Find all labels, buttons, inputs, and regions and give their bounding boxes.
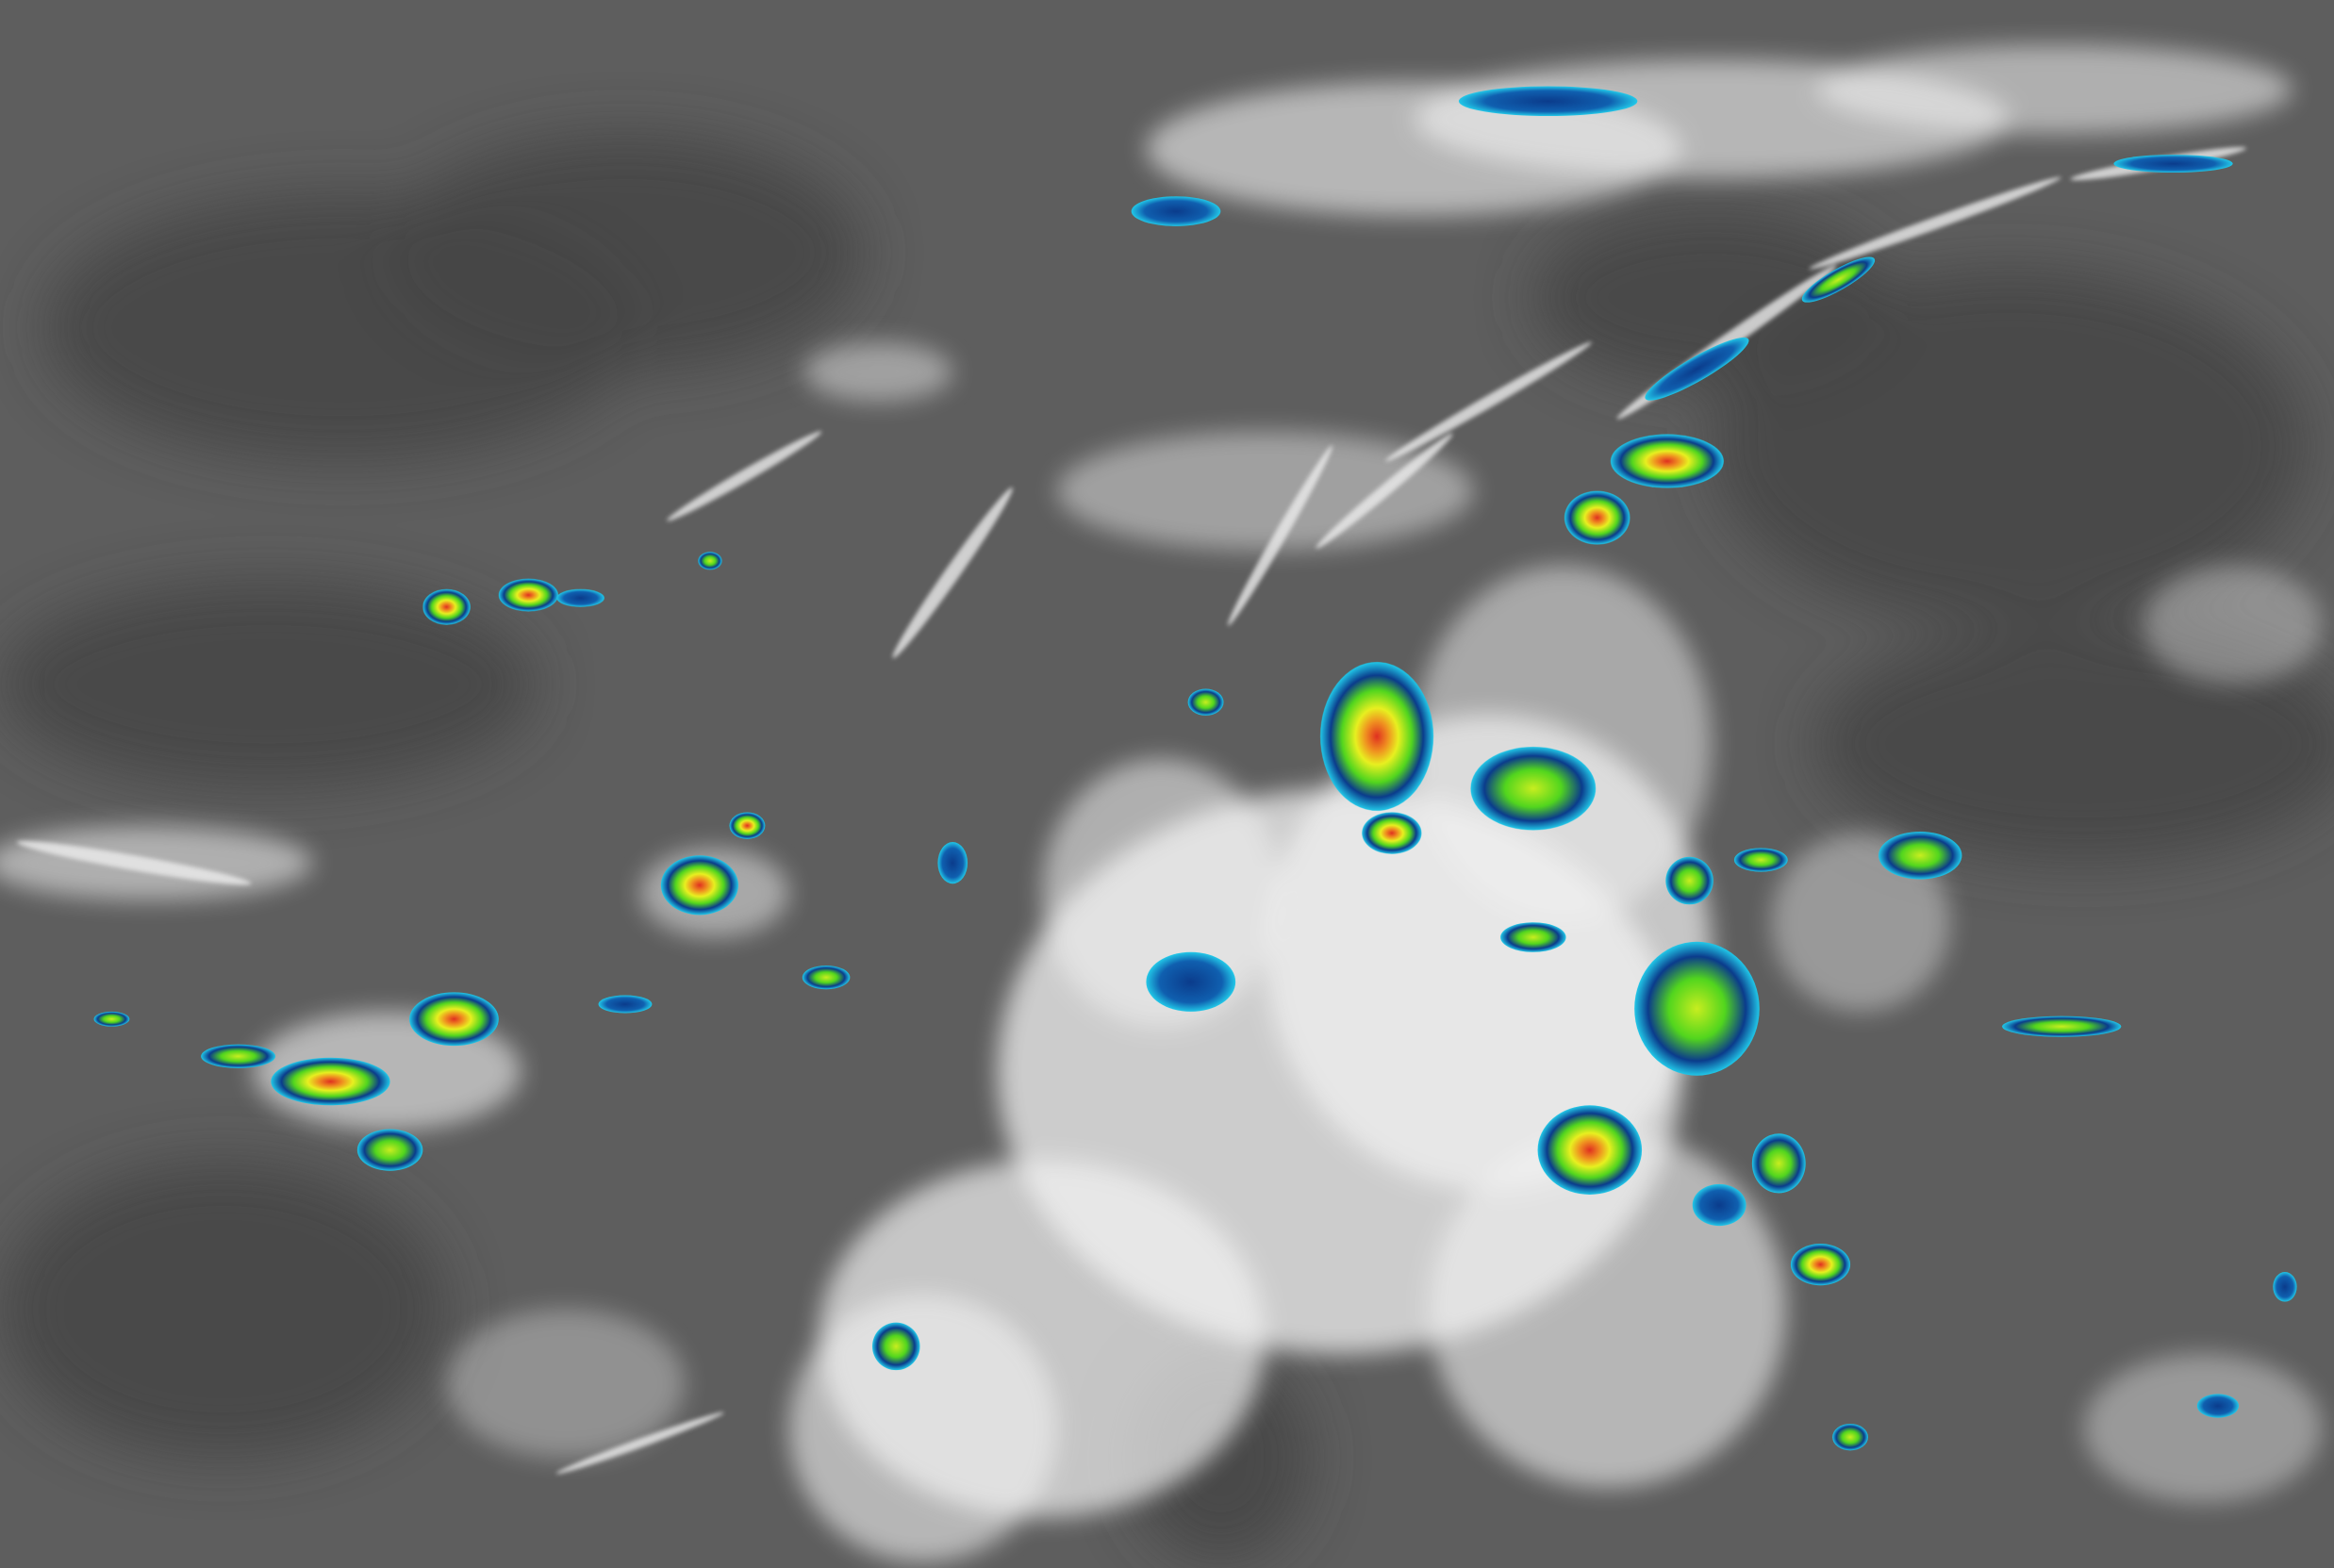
convective-cell bbox=[2196, 1394, 2239, 1418]
convective-cell bbox=[1878, 831, 1962, 880]
convective-cell bbox=[1320, 662, 1434, 811]
convective-cell bbox=[1187, 688, 1224, 716]
convective-cell bbox=[1131, 196, 1221, 226]
convective-cell bbox=[1564, 490, 1630, 545]
convective-cell bbox=[498, 578, 558, 612]
convective-cell bbox=[1500, 922, 1566, 952]
cirrus-streak bbox=[1227, 445, 1333, 626]
convective-cell bbox=[1537, 1105, 1643, 1195]
convective-cell bbox=[1832, 1423, 1868, 1451]
cirrus-streak bbox=[1809, 176, 2061, 270]
convective-cell bbox=[1733, 848, 1788, 872]
dark-region bbox=[387, 134, 864, 372]
cirrus-streak bbox=[1385, 341, 1592, 462]
convective-cell bbox=[660, 855, 738, 916]
cirrus-streak bbox=[555, 1411, 724, 1475]
convective-cell bbox=[1751, 1133, 1806, 1194]
cirrus-streak bbox=[667, 431, 822, 521]
convective-cell bbox=[698, 552, 722, 570]
cloud-mass bbox=[2143, 565, 2323, 685]
cloud-mass bbox=[1771, 833, 1950, 1012]
convective-cell bbox=[1458, 86, 1638, 117]
convective-cell bbox=[871, 1322, 920, 1371]
convective-cell bbox=[1665, 856, 1713, 905]
convective-cell bbox=[356, 1129, 423, 1171]
convective-cell bbox=[201, 1044, 276, 1068]
cloud-mass bbox=[1414, 565, 1713, 923]
dark-region bbox=[1712, 268, 2308, 625]
convective-cell bbox=[556, 588, 604, 607]
cloud-mass bbox=[1815, 44, 2293, 135]
convective-cell bbox=[729, 812, 766, 839]
convective-cell bbox=[598, 995, 653, 1014]
convective-cell bbox=[1610, 434, 1724, 488]
cloud-mass bbox=[446, 1309, 686, 1459]
convective-cell bbox=[802, 965, 851, 990]
cloud-mass bbox=[2083, 1353, 2323, 1503]
convective-cell bbox=[1634, 941, 1760, 1076]
convective-cell bbox=[422, 588, 471, 625]
cloud-mass bbox=[1041, 758, 1281, 1027]
convective-cell bbox=[937, 842, 968, 884]
dark-region bbox=[1815, 624, 2334, 864]
dark-region bbox=[0, 580, 537, 789]
cloud-mass bbox=[1056, 431, 1474, 551]
cloud-mass bbox=[1429, 1131, 1787, 1488]
cirrus-streak bbox=[1316, 433, 1453, 549]
dark-region bbox=[0, 1160, 447, 1459]
cloud-mass bbox=[788, 1294, 1057, 1562]
convective-cell bbox=[1801, 256, 1876, 303]
convective-cell bbox=[1790, 1244, 1851, 1286]
cloud-mass bbox=[803, 341, 953, 403]
cirrus-streak bbox=[892, 487, 1013, 659]
convective-cell bbox=[2002, 1015, 2122, 1037]
dark-region bbox=[1532, 207, 1891, 388]
convective-cell bbox=[2273, 1272, 2297, 1302]
convective-cell bbox=[1362, 812, 1422, 854]
convective-cell bbox=[271, 1057, 390, 1106]
convective-cell bbox=[2113, 155, 2233, 173]
convective-cell bbox=[1470, 747, 1597, 831]
convective-cell bbox=[93, 1011, 130, 1027]
convective-cell bbox=[409, 992, 499, 1047]
convective-cell bbox=[1692, 1183, 1746, 1227]
convective-cell bbox=[1146, 951, 1236, 1012]
cirrus-streak bbox=[16, 840, 252, 885]
convective-cell bbox=[1645, 337, 1749, 401]
